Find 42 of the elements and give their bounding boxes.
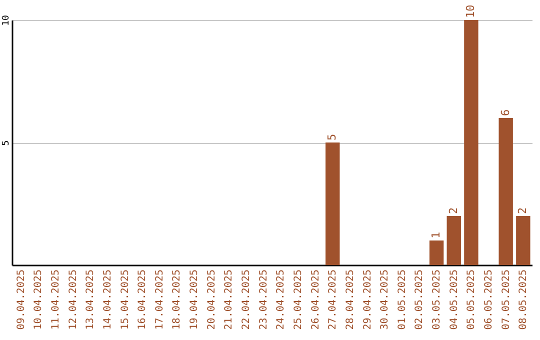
x-tick-label: 28.04.2025 bbox=[344, 270, 356, 330]
data-label: 1 bbox=[430, 232, 443, 238]
x-tick-label: 26.04.2025 bbox=[310, 270, 322, 330]
x-tick-label: 12.04.2025 bbox=[68, 270, 79, 330]
x-tick-label: 27.04.2025 bbox=[328, 270, 339, 330]
x-tick-label: 22.04.2025 bbox=[241, 270, 252, 330]
x-tick-label: 02.05.2025 bbox=[414, 270, 426, 330]
x-tick-label: 04.05.2025 bbox=[448, 270, 460, 330]
x-tick-label: 09.04.2025 bbox=[16, 270, 27, 330]
bar bbox=[464, 20, 478, 265]
x-tick-label: 21.04.2025 bbox=[224, 270, 235, 330]
x-tick-label: 10.04.2025 bbox=[33, 270, 44, 330]
x-tick-label: 01.05.2025 bbox=[396, 270, 408, 330]
x-tick-label: 20.04.2025 bbox=[206, 270, 218, 330]
x-tick-label: 06.05.2025 bbox=[484, 270, 495, 330]
bar bbox=[326, 142, 340, 265]
x-tick-label: 08.05.2025 bbox=[518, 270, 530, 330]
x-tick-label: 17.04.2025 bbox=[154, 270, 166, 330]
data-label: 2 bbox=[446, 207, 460, 214]
bar bbox=[516, 216, 530, 265]
x-tick-label: 15.04.2025 bbox=[120, 270, 131, 330]
data-label: 6 bbox=[498, 109, 512, 116]
x-tick-label: 25.04.2025 bbox=[292, 270, 304, 330]
x-tick-label: 07.05.2025 bbox=[500, 270, 512, 330]
data-label: 10 bbox=[464, 4, 478, 18]
x-tick-label: 18.04.2025 bbox=[172, 270, 183, 330]
x-tick-label: 11.04.2025 bbox=[50, 270, 62, 330]
x-tick-label: 13.04.2025 bbox=[85, 270, 96, 330]
x-tick-label: 23.04.2025 bbox=[258, 270, 270, 330]
bar bbox=[446, 216, 461, 265]
bar bbox=[429, 240, 444, 265]
x-tick-label: 16.04.2025 bbox=[137, 270, 148, 330]
x-tick-label: 24.04.2025 bbox=[276, 270, 287, 330]
x-tick-label: 30.04.2025 bbox=[380, 270, 391, 330]
x-tick-label: 29.04.2025 bbox=[362, 270, 374, 330]
x-tick-label: 03.05.2025 bbox=[432, 270, 443, 330]
x-tick-label: 14.04.2025 bbox=[102, 270, 114, 330]
bar bbox=[498, 118, 513, 265]
data-label: 2 bbox=[516, 207, 530, 214]
x-tick-label: 19.04.2025 bbox=[189, 270, 200, 330]
x-tick-label: 05.05.2025 bbox=[466, 270, 478, 330]
data-label: 5 bbox=[326, 134, 339, 140]
